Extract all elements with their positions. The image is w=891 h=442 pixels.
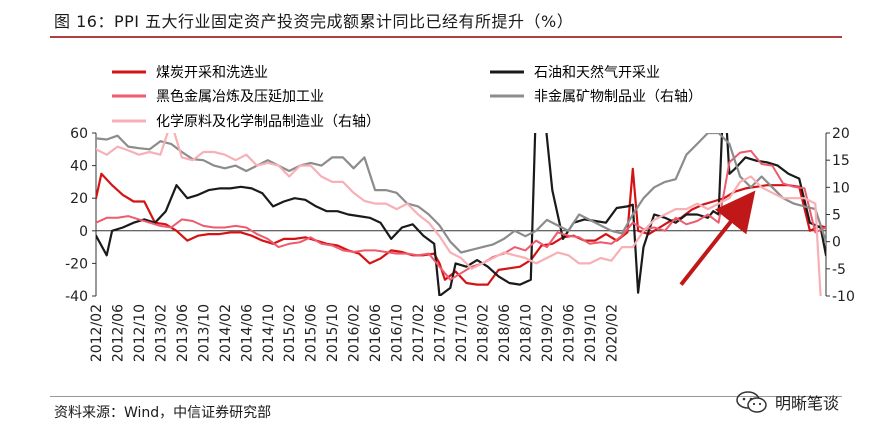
x-tick-label: 2012/10 <box>132 304 148 362</box>
right-tick-label: 15 <box>832 153 850 169</box>
x-tick-label: 2018/10 <box>518 304 534 362</box>
right-tick-label: 5 <box>832 208 841 224</box>
x-tick-label: 2016/10 <box>390 304 406 362</box>
watermark-text: 明晰笔谈 <box>775 394 840 413</box>
source-note: 资料来源：Wind，中信证券研究部 <box>54 405 272 421</box>
x-tick-label: 2014/06 <box>239 304 255 362</box>
legend-label-1: 煤炭开采和洗选业 <box>156 65 268 81</box>
series-line-1 <box>96 167 826 286</box>
x-tick-label: 2015/06 <box>304 304 320 362</box>
legend-label-3: 黑色金属冶炼及压延加工业 <box>156 88 324 105</box>
legend-label-4: 非金属矿物制品业（右轴） <box>534 89 702 105</box>
series-line-5 <box>96 133 822 296</box>
series-line-3 <box>96 149 826 281</box>
left-tick-label: -40 <box>65 289 88 305</box>
x-tick-label: 2015/10 <box>325 304 341 362</box>
wechat-icon <box>736 391 767 413</box>
right-tick-label: -5 <box>832 262 846 278</box>
x-tick-label: 2018/02 <box>475 304 491 362</box>
left-tick-label: 60 <box>70 126 88 142</box>
x-tick-label: 2019/06 <box>561 304 577 362</box>
left-tick-label: -20 <box>65 256 88 272</box>
x-tick-label: 2013/02 <box>153 304 169 362</box>
series-line-4 <box>96 133 826 254</box>
title-rule <box>50 36 842 38</box>
x-tick-label: 2018/06 <box>497 304 513 362</box>
x-tick-label: 2015/02 <box>282 304 298 362</box>
footer-rule <box>50 396 842 397</box>
x-tick-label: 2014/02 <box>218 304 234 362</box>
x-tick-label: 2017/06 <box>433 304 449 362</box>
x-tick-label: 2014/10 <box>261 304 277 362</box>
trend-arrow <box>679 190 756 286</box>
watermark: 明晰笔谈 <box>735 390 839 414</box>
left-tick-label: 20 <box>70 191 88 207</box>
axes: -40 -20 0 20 40 60 -10 -5 0 5 10 15 20 2012/02 2012/06… <box>65 126 855 362</box>
left-tick-label: 0 <box>79 224 88 240</box>
x-tick-label: 2016/06 <box>368 304 384 362</box>
x-tick-label: 2019/02 <box>540 304 556 362</box>
right-tick-label: 10 <box>832 180 850 196</box>
x-tick-label: 2012/02 <box>89 304 105 362</box>
x-tick-label: 2017/10 <box>454 304 470 362</box>
right-tick-label: -10 <box>832 289 855 305</box>
annotation-layer <box>679 190 756 286</box>
x-tick-label: 2020/02 <box>604 304 620 362</box>
legend-label-5: 化学原料及化学制品制造业（右轴） <box>156 114 380 130</box>
x-tick-label: 2019/10 <box>583 304 599 362</box>
x-tick-label: 2012/06 <box>110 304 126 362</box>
x-tick-label: 2017/02 <box>411 304 427 362</box>
legend-label-2: 石油和天然气开采业 <box>534 64 660 81</box>
right-tick-label: 20 <box>832 126 850 142</box>
x-tick-label: 2013/10 <box>196 304 212 362</box>
left-tick-label: 40 <box>70 159 88 175</box>
x-tick-label: 2016/02 <box>347 304 363 362</box>
right-tick-label: 0 <box>832 235 841 251</box>
chart-title: 图 16：PPI 五大行业固定资产投资完成额累计同比已经有所提升（%） <box>54 12 574 31</box>
x-tick-label: 2013/06 <box>175 304 191 362</box>
